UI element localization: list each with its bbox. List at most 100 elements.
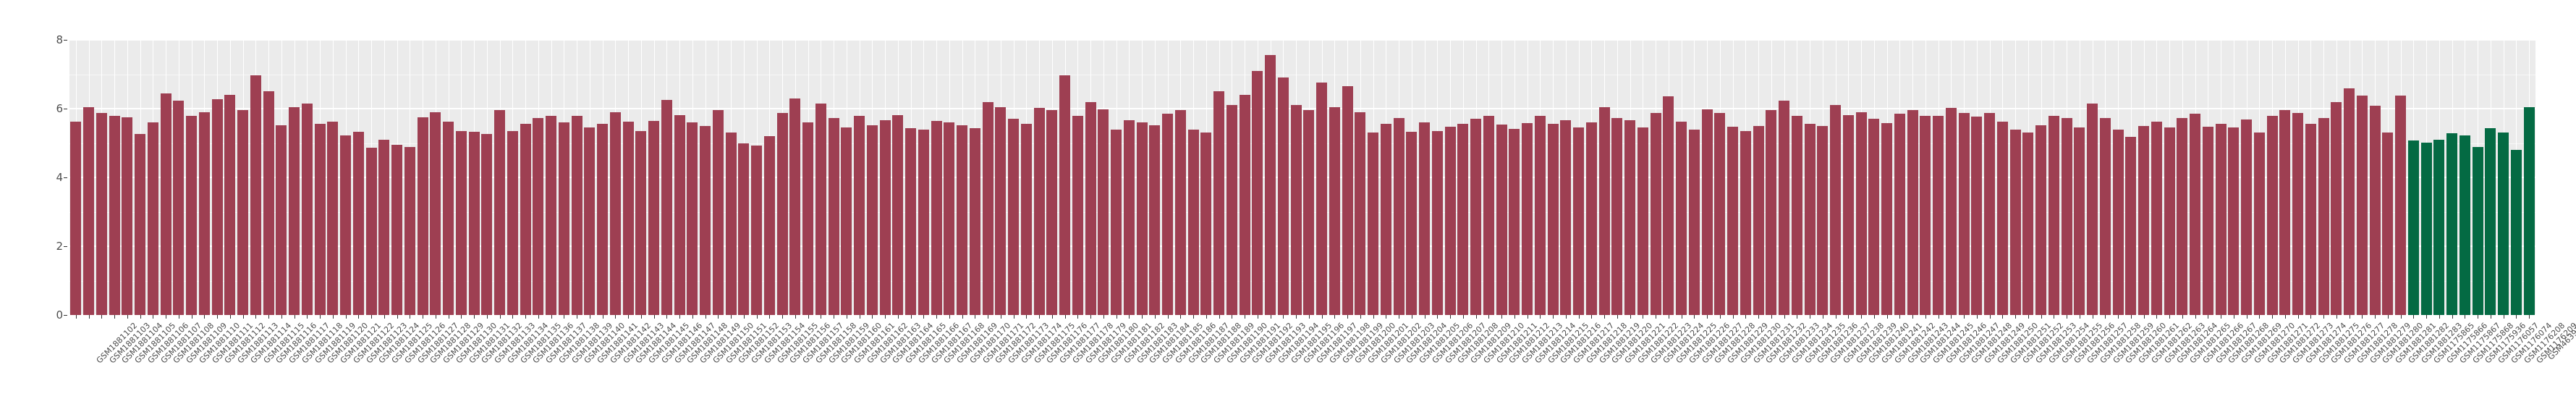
bar[interactable]: [558, 122, 569, 315]
bar[interactable]: [2485, 127, 2496, 315]
bar[interactable]: [597, 123, 609, 315]
bar[interactable]: [391, 144, 403, 315]
bar[interactable]: [944, 122, 955, 315]
bar[interactable]: [2164, 127, 2175, 315]
bar[interactable]: [1187, 129, 1199, 315]
bar[interactable]: [609, 112, 621, 315]
bar[interactable]: [237, 109, 249, 315]
bar[interactable]: [700, 125, 711, 315]
bar[interactable]: [520, 124, 531, 315]
bar[interactable]: [2433, 139, 2445, 315]
bar[interactable]: [1945, 108, 1957, 315]
bar[interactable]: [455, 130, 467, 315]
bar[interactable]: [1265, 55, 1276, 315]
bar[interactable]: [738, 143, 750, 315]
bar[interactable]: [2228, 127, 2240, 315]
bar[interactable]: [1650, 112, 1661, 315]
bar[interactable]: [417, 117, 428, 315]
bar[interactable]: [327, 122, 339, 315]
bar[interactable]: [584, 127, 596, 315]
bar[interactable]: [1457, 124, 1469, 315]
bar[interactable]: [301, 104, 313, 315]
bar[interactable]: [2099, 118, 2111, 315]
bar[interactable]: [1624, 120, 1636, 315]
bar[interactable]: [1316, 83, 1328, 315]
bar[interactable]: [1688, 129, 1700, 315]
bar[interactable]: [763, 136, 775, 315]
bar[interactable]: [2279, 109, 2291, 315]
bar[interactable]: [1496, 124, 1507, 315]
bar[interactable]: [443, 122, 454, 315]
bar[interactable]: [186, 115, 198, 315]
bar[interactable]: [957, 125, 968, 315]
bar[interactable]: [2395, 95, 2407, 315]
bar[interactable]: [982, 101, 993, 315]
bar[interactable]: [841, 127, 852, 315]
bar[interactable]: [2253, 133, 2265, 315]
bar[interactable]: [2523, 106, 2535, 315]
bar[interactable]: [1303, 110, 1315, 315]
bar[interactable]: [1020, 123, 1032, 315]
bar[interactable]: [1933, 116, 1944, 315]
bar[interactable]: [712, 110, 724, 315]
bar[interactable]: [1111, 129, 1122, 315]
bar[interactable]: [1598, 106, 1610, 315]
bar[interactable]: [1791, 116, 1802, 315]
bar[interactable]: [2446, 133, 2458, 315]
bar[interactable]: [622, 122, 634, 315]
bar[interactable]: [352, 132, 364, 315]
bar[interactable]: [866, 125, 878, 315]
bar[interactable]: [854, 115, 865, 315]
bar[interactable]: [1046, 110, 1058, 315]
bar[interactable]: [1470, 119, 1482, 315]
bar[interactable]: [2009, 129, 2021, 315]
bar[interactable]: [96, 112, 107, 315]
bar[interactable]: [211, 98, 223, 315]
bar[interactable]: [905, 127, 917, 315]
bar[interactable]: [918, 130, 929, 315]
bar[interactable]: [1727, 126, 1739, 315]
bar[interactable]: [635, 130, 647, 315]
bar[interactable]: [1958, 112, 1970, 315]
bar[interactable]: [751, 146, 763, 315]
bar[interactable]: [892, 114, 904, 315]
bar[interactable]: [1663, 96, 1674, 315]
bar[interactable]: [1509, 128, 1520, 315]
bar[interactable]: [481, 134, 493, 315]
bar[interactable]: [198, 112, 210, 315]
bar[interactable]: [135, 133, 146, 315]
bar[interactable]: [1534, 115, 1546, 315]
bar[interactable]: [2061, 118, 2072, 315]
bar[interactable]: [1547, 123, 1559, 315]
bar[interactable]: [1368, 133, 1379, 315]
bar[interactable]: [1894, 113, 1905, 315]
bar[interactable]: [147, 122, 158, 315]
bar[interactable]: [2074, 127, 2085, 315]
bar[interactable]: [1213, 91, 1225, 315]
bar[interactable]: [1252, 70, 1263, 315]
bar[interactable]: [1123, 120, 1135, 315]
bar[interactable]: [173, 101, 185, 315]
bar[interactable]: [1855, 112, 1867, 315]
bar[interactable]: [2215, 123, 2227, 315]
bar[interactable]: [1239, 95, 1250, 315]
bar[interactable]: [2087, 103, 2098, 315]
bar[interactable]: [1573, 127, 1585, 315]
bar[interactable]: [2459, 135, 2470, 315]
bar[interactable]: [1072, 115, 1083, 315]
bar[interactable]: [1984, 112, 1996, 315]
bar[interactable]: [995, 106, 1007, 315]
bar[interactable]: [2331, 101, 2342, 315]
bar[interactable]: [789, 98, 801, 315]
bar[interactable]: [314, 123, 326, 315]
bar[interactable]: [2241, 119, 2253, 315]
bar[interactable]: [2498, 133, 2509, 315]
bar[interactable]: [1290, 105, 1302, 315]
bar[interactable]: [2510, 150, 2522, 315]
bar[interactable]: [1522, 122, 1533, 315]
bar[interactable]: [1355, 112, 1366, 315]
bar[interactable]: [674, 114, 685, 315]
bar[interactable]: [1033, 108, 1045, 315]
bar[interactable]: [2292, 112, 2304, 315]
bar[interactable]: [571, 115, 582, 315]
